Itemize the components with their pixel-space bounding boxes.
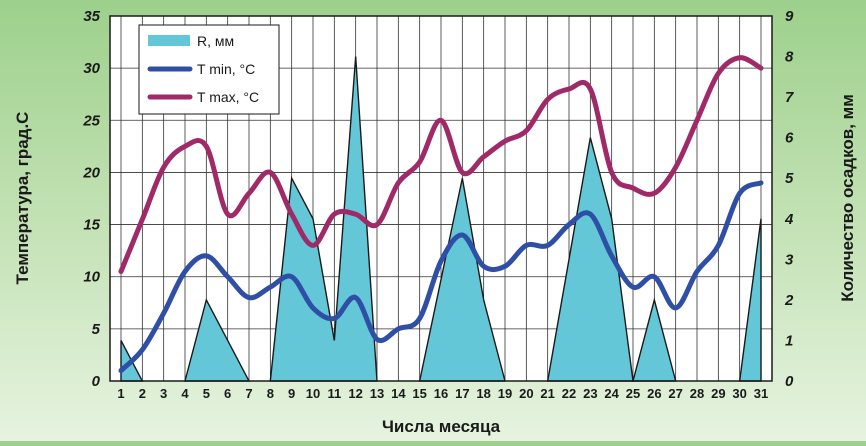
right-y-tick-label: 7 xyxy=(785,89,794,106)
x-tick-label: 14 xyxy=(391,386,406,401)
x-tick-label: 21 xyxy=(540,386,554,401)
x-tick-label: 31 xyxy=(754,386,768,401)
x-tick-label: 4 xyxy=(181,386,189,401)
x-tick-label: 30 xyxy=(732,386,746,401)
x-tick-label: 8 xyxy=(267,386,274,401)
x-axis-title: Числа месяца xyxy=(382,417,501,436)
x-tick-label: 20 xyxy=(519,386,533,401)
right-y-axis-title: Количество осадков, мм xyxy=(838,94,857,302)
left-y-axis-title: Температура, град.С xyxy=(13,112,32,285)
x-tick-label: 27 xyxy=(668,386,682,401)
x-tick-label: 16 xyxy=(434,386,448,401)
left-y-tick-label: 25 xyxy=(82,112,100,129)
right-y-tick-label: 0 xyxy=(785,373,794,390)
x-tick-label: 6 xyxy=(224,386,231,401)
left-y-tick-label: 0 xyxy=(92,373,101,390)
x-tick-label: 12 xyxy=(348,386,362,401)
legend-swatch-precip xyxy=(148,35,190,46)
right-y-tick-labels: 0 1 2 3 4 5 6 7 8 9 xyxy=(784,8,794,390)
x-tick-label: 5 xyxy=(203,386,210,401)
right-y-tick-label: 6 xyxy=(785,130,794,147)
x-tick-label: 28 xyxy=(690,386,704,401)
x-tick-label: 19 xyxy=(498,386,512,401)
x-tick-label: 17 xyxy=(455,386,469,401)
x-tick-label: 10 xyxy=(306,386,320,401)
x-tick-label: 22 xyxy=(562,386,576,401)
right-y-tick-label: 9 xyxy=(785,8,794,25)
right-y-tick-label: 5 xyxy=(785,170,794,187)
right-y-tick-label: 4 xyxy=(784,211,794,228)
x-tick-label: 2 xyxy=(139,386,146,401)
x-tick-label: 24 xyxy=(604,386,619,401)
right-y-tick-label: 3 xyxy=(785,251,794,268)
tmin-line xyxy=(118,180,764,374)
legend-label-precip: R, мм xyxy=(197,33,234,49)
left-y-tick-label: 20 xyxy=(82,164,100,181)
temperature-lines-layer xyxy=(118,55,764,374)
x-tick-label: 18 xyxy=(476,386,490,401)
x-tick-label: 11 xyxy=(327,386,341,401)
plot-frame xyxy=(109,15,773,382)
left-y-tick-label: 10 xyxy=(83,269,100,286)
left-y-tick-label: 35 xyxy=(83,8,100,25)
x-tick-label: 29 xyxy=(711,386,725,401)
x-tick-label: 13 xyxy=(370,386,384,401)
legend-label-tmin: T min, °C xyxy=(197,61,255,77)
right-y-tick-label: 2 xyxy=(784,292,794,309)
x-tick-label: 15 xyxy=(412,386,426,401)
left-y-tick-label: 15 xyxy=(83,217,100,234)
x-tick-label: 26 xyxy=(647,386,661,401)
right-y-tick-label: 8 xyxy=(785,49,794,66)
x-tick-labels: 1 2 3 4 5 6 7 8 9 10 11 12 13 14 15 16 17 18 19 20 21 22 23 24 2… xyxy=(117,386,768,401)
legend-label-tmax: T max, °C xyxy=(197,89,259,105)
x-tick-label: 23 xyxy=(583,386,597,401)
x-tick-label: 3 xyxy=(160,386,167,401)
left-y-tick-label: 5 xyxy=(92,321,101,338)
x-tick-label: 7 xyxy=(245,386,252,401)
x-tick-label: 25 xyxy=(626,386,640,401)
legend: R, мм T min, °C T max, °C xyxy=(138,24,280,115)
x-tick-label: 1 xyxy=(117,386,124,401)
left-y-tick-label: 30 xyxy=(83,60,100,77)
tmax-line xyxy=(118,55,764,274)
x-tick-label: 9 xyxy=(288,386,295,401)
right-y-tick-label: 1 xyxy=(785,332,793,349)
left-y-tick-labels: 0 5 10 15 20 25 30 35 xyxy=(82,8,100,390)
